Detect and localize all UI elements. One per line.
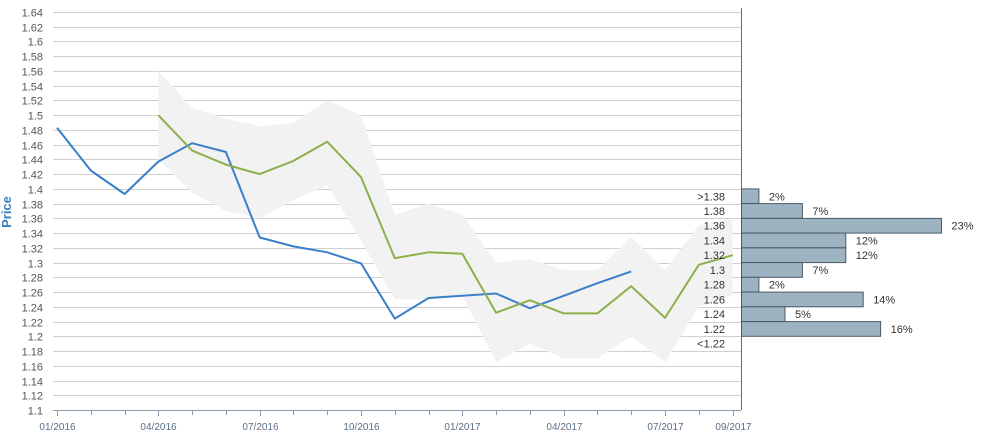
actual-price-line: [56, 127, 632, 320]
y-tick-label: 1.2: [28, 332, 43, 344]
y-tick-label: 1.1: [28, 406, 43, 418]
distribution-bar: [741, 276, 760, 293]
y-tick-label: 1.26: [22, 288, 43, 300]
series-lines: [56, 114, 733, 320]
distribution-bar: [741, 203, 803, 219]
distribution-percent-label: 7%: [812, 265, 828, 277]
y-tick-label: 1.58: [22, 52, 43, 64]
y-axis-title: Price: [0, 196, 14, 228]
distribution-percent-label: 14%: [873, 294, 895, 306]
distribution-percent-label: 12%: [856, 236, 878, 248]
distribution-bin-label: 1.38: [704, 206, 725, 218]
distribution-bar: [741, 321, 882, 337]
y-tick-label: 1.38: [22, 200, 43, 212]
distribution-panel: >1.38 2% 1.38 7% 1.36 23% 1.34 12% 1.32 12% 1.3 7% 1…: [697, 188, 974, 351]
distribution-percent-label: 23%: [952, 221, 974, 233]
distribution-bin-label: 1.28: [704, 280, 725, 292]
distribution-bin-label: 1.32: [704, 250, 725, 262]
confidence-band-group: [158, 71, 733, 363]
y-tick-label: 1.54: [22, 82, 43, 94]
y-tick-label: 1.16: [22, 362, 43, 374]
distribution-bin-label: 1.22: [704, 324, 725, 336]
distribution-bar: [741, 232, 847, 249]
axes: [53, 8, 742, 416]
distribution-bin-label: <1.22: [697, 339, 725, 351]
grid-lines: [53, 12, 741, 411]
y-tick-label: 1.3: [28, 259, 43, 271]
distribution-bar: [741, 217, 942, 234]
distribution-percent-label: 7%: [812, 206, 828, 218]
y-tick-label: 1.62: [22, 23, 43, 35]
distribution-bin-label: 1.36: [704, 221, 725, 233]
x-tick-labels: 01/2016 04/2016 07/2016 10/2016 01/2017 04/20…: [39, 422, 752, 433]
y-tick-label: 1.46: [22, 141, 43, 153]
distribution-bin-label: 1.26: [704, 294, 725, 306]
y-tick-labels: 1.1 1.12 1.14 1.16 1.18 1.2 1.22 1.24 1.26 1.28 1.…: [22, 8, 43, 418]
distribution-bin-label: 1.3: [710, 265, 725, 277]
distribution-percent-label: 2%: [769, 280, 785, 292]
y-tick-label: 1.12: [22, 391, 43, 403]
y-tick-label: 1.44: [22, 155, 43, 167]
distribution-bin-label: 1.34: [704, 235, 725, 247]
distribution-bin-label: 1.24: [704, 309, 725, 321]
y-tick-label: 1.5: [28, 111, 43, 123]
x-tick-label: 07/2017: [647, 422, 684, 433]
distribution-percent-label: 16%: [891, 324, 913, 336]
x-tick-label: 01/2017: [444, 422, 481, 433]
x-tick-label: 09/2017: [715, 422, 752, 433]
distribution-bin-label: >1.38: [697, 191, 725, 203]
y-tick-label: 1.34: [22, 229, 43, 241]
x-tick-label: 07/2016: [242, 422, 279, 433]
distribution-percent-label: 12%: [856, 250, 878, 262]
distribution-percent-label: 5%: [795, 309, 811, 321]
distribution-bar: [741, 291, 864, 308]
y-tick-label: 1.18: [22, 347, 43, 359]
y-tick-label: 1.56: [22, 67, 43, 79]
distribution-bar: [741, 262, 803, 278]
y-tick-label: 1.42: [22, 170, 43, 182]
y-tick-label: 1.24: [22, 303, 43, 315]
y-tick-label: 1.64: [22, 8, 43, 20]
y-tick-label: 1.48: [22, 126, 43, 138]
distribution-bar: [741, 247, 847, 264]
confidence-band: [158, 71, 733, 363]
x-tick-label: 04/2017: [546, 422, 583, 433]
y-tick-label: 1.6: [28, 37, 43, 49]
y-tick-label: 1.52: [22, 96, 43, 108]
y-tick-label: 1.4: [28, 185, 43, 197]
distribution-percent-label: 2%: [769, 191, 785, 203]
distribution-bar: [741, 306, 786, 322]
y-tick-label: 1.14: [22, 377, 43, 389]
x-tick-label: 10/2016: [343, 422, 380, 433]
forecast-price-line: [157, 114, 733, 319]
x-tick-label: 01/2016: [39, 422, 76, 433]
distribution-bar: [741, 188, 760, 205]
y-tick-label: 1.36: [22, 214, 43, 226]
y-tick-label: 1.28: [22, 273, 43, 285]
y-tick-label: 1.22: [22, 318, 43, 330]
x-tick-label: 04/2016: [140, 422, 177, 433]
y-tick-label: 1.32: [22, 244, 43, 256]
